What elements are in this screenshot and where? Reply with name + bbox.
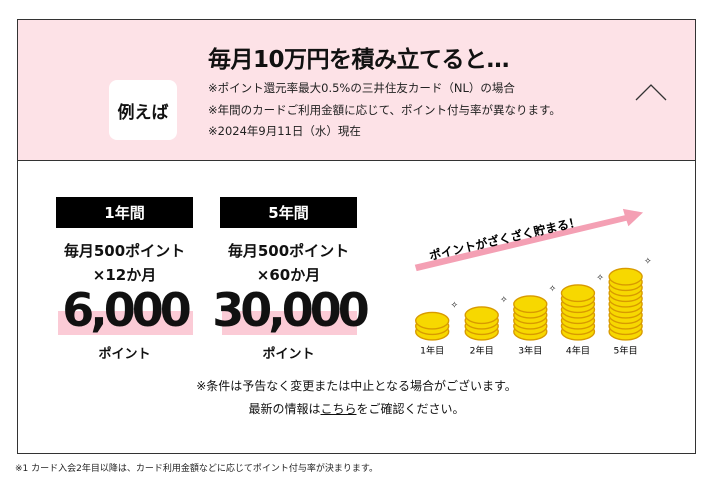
footnote: ※1 カード入会2年目以降は、カード利用金額などに応じてポイント付与率が決まりま… [15, 464, 378, 474]
year-label: 3年目 [518, 345, 542, 357]
panel-header[interactable]: 例えば 毎月10万円を積み立てると… ※ポイント還元率最大0.5%の三井住友カー… [18, 20, 695, 161]
note-2: ※年間のカードご利用金額に応じて、ポイント付与率が異なります。 [208, 103, 561, 117]
example-panel: 例えば 毎月10万円を積み立てると… ※ポイント還元率最大0.5%の三井住友カー… [17, 19, 696, 454]
disclaimer-text: 最新の情報は [248, 402, 321, 416]
growth-arrow [414, 208, 644, 272]
period-label-5y: 5年間 [220, 197, 357, 228]
note-3: ※2024年9月11日（水）現在 [208, 124, 361, 138]
year-label: 1年目 [420, 345, 444, 357]
disclaimer-line-1: ※条件は予告なく変更または中止となる場合がございます。 [196, 379, 517, 393]
coin-stack: 2年目 ✧ [464, 294, 508, 357]
illustration-caption: ポイントがざくざく貯まる！ [428, 215, 582, 263]
example-5y-amount: 30,000 [212, 283, 370, 337]
coin-stack: 1年目 ✧ [415, 300, 459, 357]
note-1: ※ポイント還元率最大0.5%の三井住友カード（NL）の場合 [208, 81, 515, 95]
example-1y-line1: 毎月500ポイント [63, 242, 186, 260]
example-1y-line2: ×12か月 [92, 266, 157, 284]
chevron-up-icon[interactable] [635, 82, 667, 102]
coin-stack: 3年目 ✧ [513, 283, 557, 357]
sparkle-icon: ✧ [500, 294, 508, 305]
coin [464, 306, 499, 325]
sparkle-icon: ✧ [549, 283, 557, 294]
year-label: 2年目 [470, 345, 494, 357]
sparkle-icon: ✧ [644, 256, 652, 267]
sparkle-icon: ✧ [596, 272, 604, 283]
coin [415, 311, 450, 330]
highlight-bar [222, 311, 357, 335]
highlight-bar [58, 311, 193, 335]
panel-title: 毎月10万円を積み立てると… [208, 47, 510, 73]
example-badge: 例えば [109, 80, 177, 140]
example-1y-unit: ポイント [98, 347, 151, 362]
period-label-1y: 1年間 [56, 197, 193, 228]
coin-stacks-illustration: ポイントがざくざく貯まる！ 1年目 ✧ 2年目 ✧ 3年目 ✧ 4年目 ✧ 5年目 ✧ [414, 208, 652, 357]
example-5y-line1: 毎月500ポイント [227, 242, 350, 260]
latest-info-link[interactable]: こちら [320, 402, 357, 416]
sparkle-icon: ✧ [451, 300, 459, 311]
year-label: 4年目 [566, 345, 590, 357]
disclaimer-text: をご確認ください。 [356, 402, 465, 416]
year-label: 5年目 [614, 345, 638, 357]
example-5y-unit: ポイント [262, 347, 315, 362]
disclaimer-line-2: 最新の情報はこちらをご確認ください。 [18, 400, 695, 417]
coin [560, 284, 596, 303]
example-1y-amount: 6,000 [62, 283, 192, 337]
coin [608, 267, 643, 286]
coin-stack: 5年目 ✧ [608, 256, 652, 357]
coin-stack: 4年目 ✧ [560, 272, 604, 357]
example-5y-line2: ×60か月 [256, 266, 321, 284]
coin [513, 295, 548, 314]
